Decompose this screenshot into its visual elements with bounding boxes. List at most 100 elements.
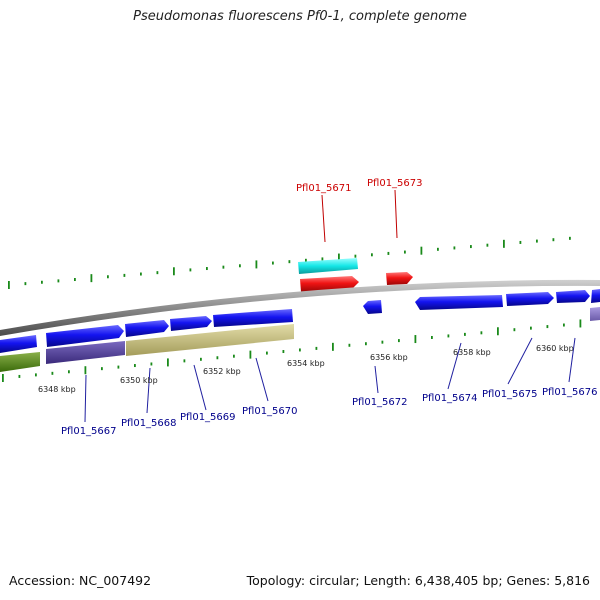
gene-label-pfl01-5667[interactable]: Pfl01_5667	[61, 426, 117, 437]
lower-tick	[348, 343, 351, 347]
upper-tick	[173, 267, 175, 276]
forward-gene-track	[0, 289, 600, 353]
leader-line-5675	[507, 337, 533, 385]
leader-line-5671	[321, 194, 326, 243]
upper-tick	[338, 253, 340, 262]
track-segment-khaki	[126, 324, 294, 356]
upper-tick	[371, 253, 373, 257]
lower-tick	[282, 350, 285, 354]
lower-tick	[216, 356, 219, 360]
scale-label-6352: 6352 kbp	[203, 367, 241, 376]
gene-arrow-pfl01-5668[interactable]	[125, 320, 169, 337]
lower-tick	[2, 374, 4, 382]
gene-arrow-pfl01-5670[interactable]	[213, 309, 293, 327]
lower-tick	[332, 342, 334, 351]
leader-line-5669	[193, 364, 207, 411]
lower-tick	[249, 350, 252, 359]
upper-tick	[123, 273, 126, 277]
upper-tick	[140, 272, 142, 276]
leader-line-5674	[447, 342, 462, 390]
gene-label-pfl01-5668[interactable]: Pfl01_5668	[121, 418, 177, 429]
upper-tick	[222, 265, 225, 269]
gene-arrow-right-edge[interactable]	[591, 289, 600, 303]
lower-tick	[200, 357, 202, 361]
scale-label-6348: 6348 kbp	[38, 385, 76, 394]
lower-tick	[398, 339, 400, 343]
upper-tick	[453, 246, 456, 250]
lower-tick	[233, 354, 235, 358]
upper-tick	[57, 279, 60, 283]
track-segment-green	[0, 352, 40, 372]
scale-label-6356: 6356 kbp	[370, 353, 408, 362]
scale-label-6360: 6360 kbp	[536, 344, 574, 353]
gene-label-pfl01-5671[interactable]: Pfl01_5671	[296, 183, 352, 194]
upper-tick	[41, 280, 43, 284]
leader-line-5670	[255, 357, 269, 402]
lower-tick	[513, 328, 516, 332]
upper-tick	[321, 257, 324, 261]
upper-tick	[255, 260, 258, 269]
lower-tick	[563, 323, 565, 327]
gene-label-pfl01-5672[interactable]: Pfl01_5672	[352, 397, 408, 408]
lower-tick-row	[2, 319, 582, 382]
upper-tick	[470, 245, 472, 249]
lower-tick	[35, 373, 37, 377]
upper-tick	[206, 267, 208, 271]
lower-tick	[18, 374, 21, 378]
leader-line-5676	[568, 337, 576, 383]
lower-tick	[546, 325, 549, 329]
lower-tick	[447, 334, 450, 338]
lower-tick	[51, 371, 54, 375]
lower-tick	[530, 326, 532, 330]
upper-tick	[552, 238, 555, 242]
lower-tick	[134, 364, 136, 368]
gene-arrow-pfl01-5674[interactable]	[415, 295, 503, 310]
upper-tick	[503, 239, 505, 248]
leader-line-5668	[146, 367, 151, 414]
leader-line-5673	[394, 189, 398, 239]
leader-line-5672	[374, 365, 379, 394]
track-segment-purple	[46, 341, 125, 364]
upper-tick	[24, 282, 27, 286]
gene-label-pfl01-5675[interactable]: Pfl01_5675	[482, 389, 538, 400]
gene-label-pfl01-5676[interactable]: Pfl01_5676	[542, 387, 598, 398]
scale-label-6358: 6358 kbp	[453, 348, 491, 357]
track-segment-lavender	[590, 307, 600, 321]
gene-label-pfl01-5674[interactable]: Pfl01_5674	[422, 393, 478, 404]
gene-arrow-pfl01-5673[interactable]	[386, 272, 413, 285]
upper-tick	[354, 254, 357, 258]
gene-arrow-pfl01-5671[interactable]	[300, 276, 359, 292]
gene-labels: Pfl01_5667 Pfl01_5668 Pfl01_5669 Pfl01_5…	[61, 178, 598, 437]
upper-tick	[288, 260, 291, 264]
gene-arrow-left-edge[interactable]	[0, 335, 37, 353]
upper-tick	[8, 281, 10, 289]
rna-feature-cyan[interactable]	[298, 258, 358, 274]
lower-tick	[431, 335, 433, 339]
lower-tick	[414, 335, 417, 344]
lower-tick	[299, 348, 301, 352]
gene-arrow-pfl01-5669[interactable]	[170, 316, 212, 331]
leader-lines	[84, 189, 576, 423]
gene-label-pfl01-5669[interactable]: Pfl01_5669	[180, 412, 236, 423]
upper-tick	[90, 274, 93, 283]
upper-tick	[107, 275, 109, 279]
upper-tick	[437, 247, 439, 251]
upper-tick	[519, 240, 522, 244]
upper-tick	[536, 239, 538, 243]
genome-backbone	[0, 279, 600, 336]
upper-tick	[74, 278, 76, 282]
lower-tick	[150, 362, 153, 366]
upper-tick	[569, 236, 571, 240]
lower-tick	[381, 340, 384, 344]
gene-arrow-pfl01-5675[interactable]	[506, 292, 554, 306]
lower-tick	[266, 351, 268, 355]
lower-tick	[167, 358, 169, 367]
gene-label-pfl01-5673[interactable]: Pfl01_5673	[367, 178, 423, 189]
gene-arrow-pfl01-5676[interactable]	[556, 290, 590, 303]
gene-arrow-pfl01-5672[interactable]	[363, 300, 382, 314]
upper-tick	[189, 268, 192, 272]
gene-arrow-pfl01-5667[interactable]	[46, 325, 124, 347]
gene-label-pfl01-5670[interactable]: Pfl01_5670	[242, 406, 298, 417]
feature-color-track	[0, 307, 600, 372]
